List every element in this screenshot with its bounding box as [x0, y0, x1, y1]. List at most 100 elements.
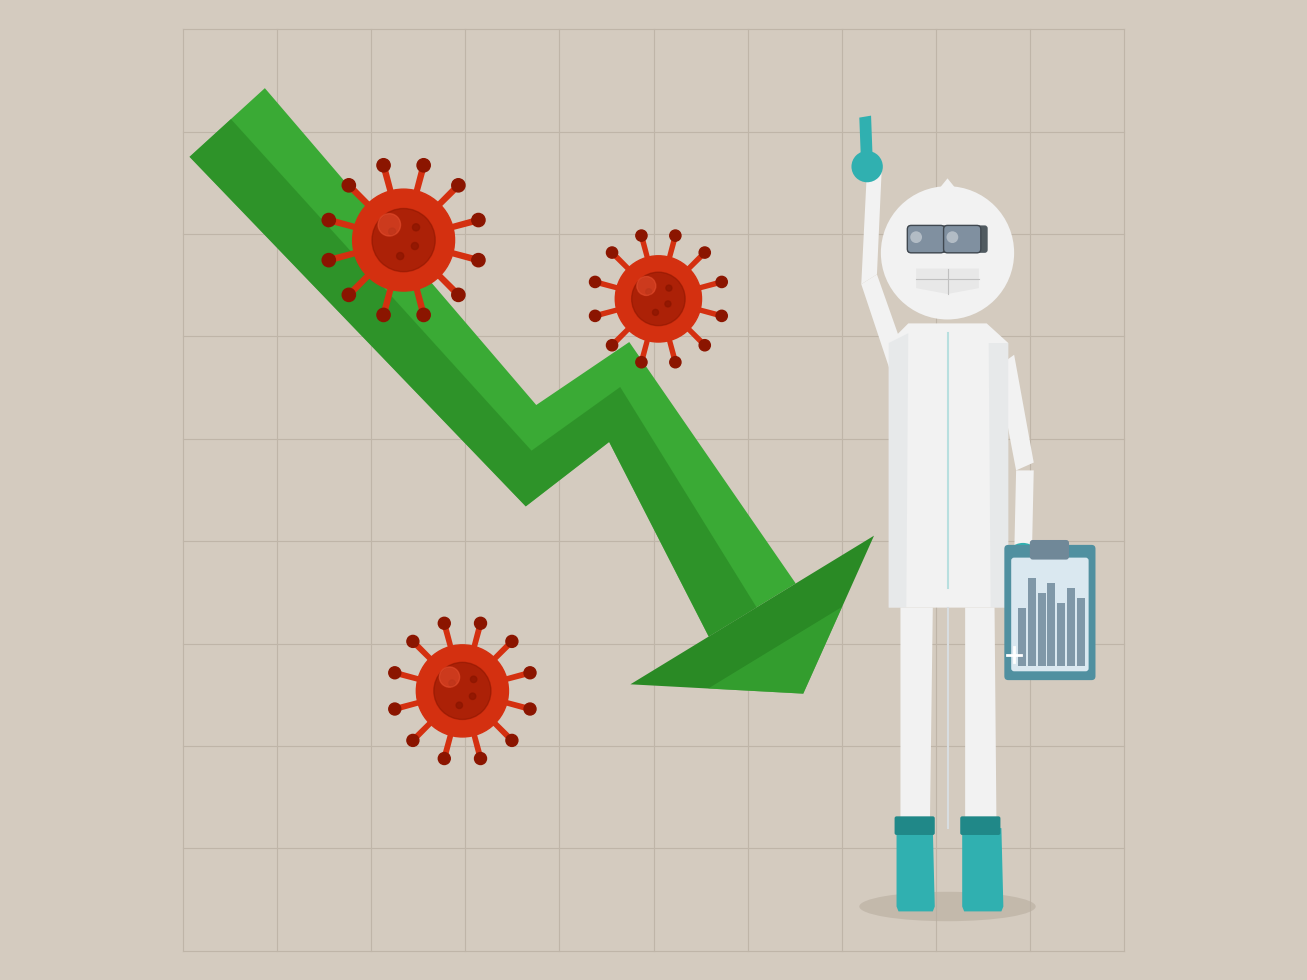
Polygon shape: [412, 165, 427, 199]
FancyBboxPatch shape: [1004, 545, 1095, 680]
Circle shape: [388, 703, 401, 715]
FancyBboxPatch shape: [907, 225, 988, 253]
FancyBboxPatch shape: [1030, 540, 1069, 560]
Circle shape: [434, 662, 491, 719]
Circle shape: [438, 617, 451, 629]
Circle shape: [342, 178, 356, 192]
Polygon shape: [499, 670, 531, 683]
Polygon shape: [469, 622, 484, 654]
Circle shape: [469, 693, 476, 700]
Circle shape: [635, 230, 647, 241]
Circle shape: [471, 676, 477, 682]
FancyBboxPatch shape: [1047, 583, 1055, 666]
FancyBboxPatch shape: [944, 225, 980, 253]
Circle shape: [438, 753, 451, 764]
Polygon shape: [328, 217, 362, 232]
Circle shape: [406, 635, 418, 648]
Circle shape: [646, 289, 652, 295]
Circle shape: [616, 256, 702, 342]
Polygon shape: [190, 119, 757, 637]
Circle shape: [881, 186, 1014, 319]
Polygon shape: [412, 281, 427, 316]
Polygon shape: [393, 670, 425, 683]
Polygon shape: [444, 248, 480, 264]
Circle shape: [388, 228, 396, 235]
Circle shape: [716, 276, 727, 287]
Circle shape: [665, 301, 670, 307]
Circle shape: [452, 288, 465, 302]
Circle shape: [652, 310, 659, 316]
Circle shape: [637, 276, 656, 295]
Circle shape: [378, 214, 400, 236]
Polygon shape: [1014, 470, 1034, 561]
Polygon shape: [889, 323, 1008, 608]
FancyBboxPatch shape: [1038, 593, 1046, 666]
Polygon shape: [962, 828, 1004, 911]
Polygon shape: [682, 323, 707, 347]
Circle shape: [716, 311, 727, 321]
Polygon shape: [996, 355, 1034, 470]
Circle shape: [372, 209, 435, 271]
Polygon shape: [861, 167, 882, 284]
Circle shape: [606, 340, 618, 351]
Polygon shape: [393, 699, 425, 711]
Circle shape: [669, 357, 681, 368]
Polygon shape: [965, 608, 996, 828]
Polygon shape: [190, 88, 796, 637]
Circle shape: [946, 231, 958, 243]
Polygon shape: [328, 248, 362, 264]
Circle shape: [589, 276, 601, 287]
FancyBboxPatch shape: [1067, 588, 1074, 666]
Circle shape: [665, 285, 672, 291]
Polygon shape: [499, 699, 531, 711]
Polygon shape: [693, 279, 723, 292]
Circle shape: [396, 253, 404, 260]
Circle shape: [1005, 543, 1040, 578]
Polygon shape: [433, 183, 460, 212]
Polygon shape: [916, 269, 979, 294]
Polygon shape: [630, 536, 874, 694]
Circle shape: [448, 680, 455, 686]
Circle shape: [851, 151, 882, 182]
Polygon shape: [469, 728, 484, 760]
Circle shape: [388, 666, 401, 679]
FancyBboxPatch shape: [1018, 608, 1026, 666]
Polygon shape: [639, 333, 651, 363]
Circle shape: [524, 666, 536, 679]
Polygon shape: [610, 251, 634, 274]
Polygon shape: [444, 217, 480, 232]
Circle shape: [699, 247, 710, 258]
FancyBboxPatch shape: [961, 816, 1000, 835]
Circle shape: [413, 223, 420, 231]
Circle shape: [376, 159, 391, 171]
Circle shape: [452, 178, 465, 192]
Circle shape: [910, 231, 921, 243]
Circle shape: [506, 635, 518, 648]
Polygon shape: [488, 639, 514, 665]
Polygon shape: [410, 639, 437, 665]
Circle shape: [474, 617, 486, 629]
Polygon shape: [442, 728, 455, 760]
Circle shape: [417, 159, 430, 171]
Polygon shape: [693, 306, 723, 318]
Polygon shape: [610, 323, 634, 347]
Polygon shape: [889, 333, 908, 608]
Circle shape: [699, 340, 710, 351]
Polygon shape: [897, 828, 935, 911]
Polygon shape: [595, 279, 623, 292]
Circle shape: [342, 288, 356, 302]
Circle shape: [606, 247, 618, 258]
Polygon shape: [346, 183, 375, 212]
Polygon shape: [380, 165, 395, 199]
Polygon shape: [442, 622, 455, 654]
Polygon shape: [380, 281, 395, 316]
Circle shape: [506, 734, 518, 747]
Circle shape: [474, 753, 486, 764]
Polygon shape: [639, 235, 651, 265]
Circle shape: [322, 254, 336, 267]
Polygon shape: [665, 235, 678, 265]
Circle shape: [456, 702, 463, 709]
FancyBboxPatch shape: [1057, 603, 1065, 666]
Circle shape: [472, 214, 485, 226]
Circle shape: [417, 645, 508, 737]
